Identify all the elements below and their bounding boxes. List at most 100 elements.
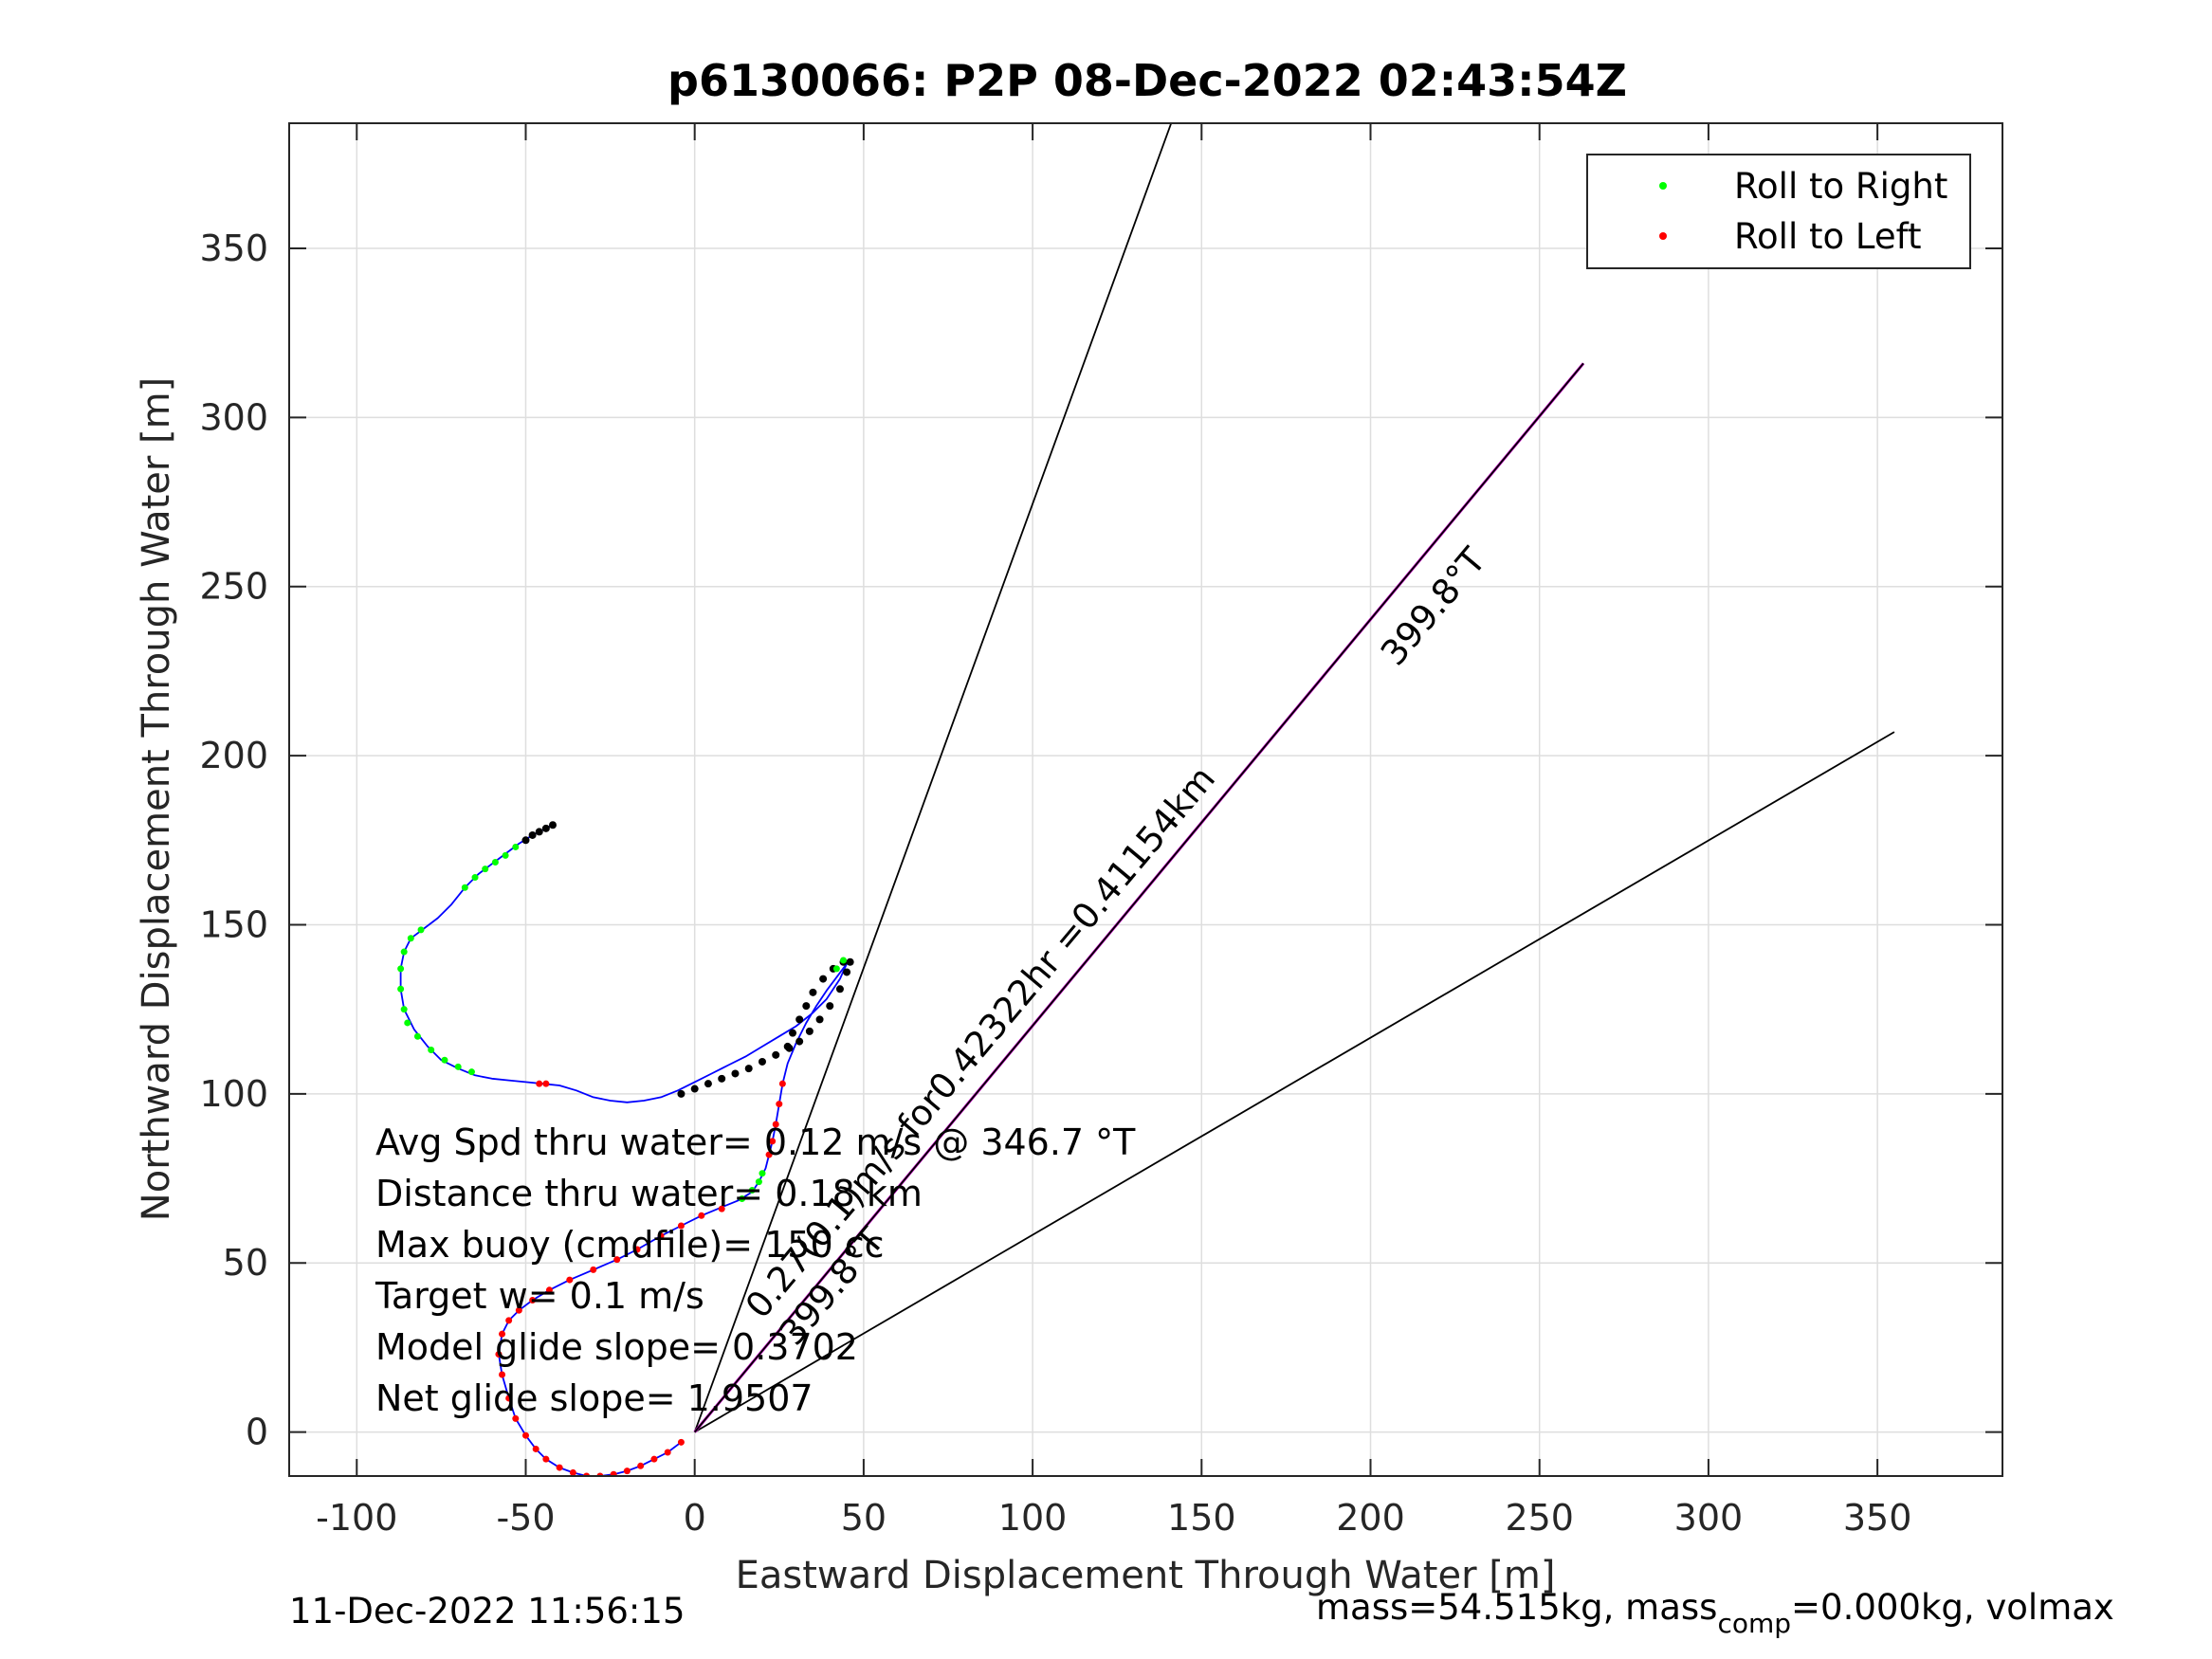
info-text-block: Avg Spd thru water= 0.12 m/s @ 346.7 °T … xyxy=(375,1121,1136,1419)
track-point xyxy=(826,1002,834,1011)
info-max-buoy: Max buoy (cmdfile)= 150 cc xyxy=(375,1224,885,1266)
roll-left-point xyxy=(505,1395,513,1402)
roll-left-point xyxy=(532,1445,539,1452)
track-point xyxy=(690,1085,699,1093)
x-tick-label: 350 xyxy=(1843,1497,1912,1539)
track-point xyxy=(815,1015,824,1024)
axis-ticks: -100 -50 0 50 100 150 200 250 300 350 0 50 100 150 200… xyxy=(199,123,2002,1539)
legend: Roll to Right Roll to Left xyxy=(1586,154,1971,269)
roll-left-point xyxy=(566,1276,574,1284)
x-tick-label: 200 xyxy=(1336,1497,1405,1539)
roll-left-point xyxy=(499,1330,506,1338)
roll-right-point xyxy=(454,1063,462,1070)
x-tick-label: 250 xyxy=(1505,1497,1574,1539)
roll-left-point xyxy=(569,1468,576,1476)
y-tick-label: 250 xyxy=(199,566,268,608)
y-tick-label: 200 xyxy=(199,735,268,776)
track-point xyxy=(677,1089,686,1098)
track-point xyxy=(802,1002,811,1011)
legend-roll-right-marker xyxy=(1659,182,1667,190)
track-point xyxy=(843,968,851,976)
roll-right-point xyxy=(512,843,520,850)
roll-left-point xyxy=(495,1351,503,1358)
track-point xyxy=(819,975,828,983)
roll-left-point xyxy=(677,1222,685,1230)
roll-right-point xyxy=(482,866,489,873)
track-point xyxy=(783,1042,792,1050)
roll-left-point xyxy=(545,1286,553,1294)
roll-left-point xyxy=(536,1080,543,1087)
x-tick-label: 300 xyxy=(1674,1497,1744,1539)
track-point xyxy=(789,1029,797,1037)
legend-roll-left-marker xyxy=(1659,232,1667,240)
info-avg-speed: Avg Spd thru water= 0.12 m/s @ 346.7 °T xyxy=(375,1121,1136,1163)
x-tick-label: 100 xyxy=(998,1497,1068,1539)
roll-right-point xyxy=(400,1006,408,1013)
track-point xyxy=(718,1074,726,1083)
roll-left-point xyxy=(772,1121,779,1128)
y-tick-label: 150 xyxy=(199,903,268,945)
track-point xyxy=(549,821,557,830)
roll-right-point xyxy=(502,851,509,859)
roll-left-point xyxy=(633,1246,641,1253)
roll-right-point xyxy=(832,965,840,973)
roll-right-point xyxy=(400,948,408,956)
roll-right-point xyxy=(755,1178,762,1186)
roll-left-point xyxy=(769,1138,777,1145)
x-axis-label: Eastward Displacement Through Water [m] xyxy=(736,1554,1556,1597)
plot-frame xyxy=(288,122,2003,1477)
roll-right-point xyxy=(748,1187,756,1194)
roll-left-point xyxy=(613,1256,621,1264)
y-tick-label: 350 xyxy=(199,228,268,269)
footer-mass-suffix: =0.000kg, volmax xyxy=(1791,1587,2114,1628)
roll-left-point xyxy=(610,1470,617,1476)
roll-left-point xyxy=(499,1371,506,1378)
roll-right-point xyxy=(461,884,468,891)
roll-left-point xyxy=(542,1455,550,1463)
roll-right-point xyxy=(471,874,479,882)
roll-left-point xyxy=(637,1462,645,1469)
y-tick-label: 0 xyxy=(246,1412,268,1453)
y-tick-label: 50 xyxy=(223,1242,268,1284)
x-tick-label: 150 xyxy=(1167,1497,1236,1539)
roll-left-point xyxy=(505,1317,513,1324)
y-axis-label: Northward Displacement Through Water [m] xyxy=(135,377,178,1221)
heading-line-1 xyxy=(694,731,1895,1433)
roll-left-point xyxy=(623,1468,631,1475)
roll-right-point xyxy=(491,858,499,866)
footer-mass-prefix: mass=54.515kg, mass xyxy=(1316,1587,1717,1628)
grid-lines xyxy=(289,123,2002,1476)
legend-roll-right-label: Roll to Right xyxy=(1734,166,1947,207)
roll-left-point xyxy=(650,1455,658,1463)
roll-left-point xyxy=(529,1296,537,1304)
track-point xyxy=(744,1065,753,1073)
roll-left-point xyxy=(512,1414,520,1422)
roll-right-point xyxy=(407,935,414,942)
heading-line-0 xyxy=(693,123,1173,1432)
roll-left-point xyxy=(778,1080,786,1087)
track-point xyxy=(835,985,844,994)
track-point xyxy=(535,828,543,836)
track-point xyxy=(758,1057,766,1066)
roll-left-point xyxy=(542,1080,550,1087)
roll-right-point xyxy=(413,1032,421,1040)
track-point xyxy=(541,824,550,832)
x-tick-label: 50 xyxy=(841,1497,887,1539)
roll-right-point xyxy=(739,1194,746,1202)
glider-track-line xyxy=(399,824,848,1476)
info-target-w: Target w= 0.1 m/s xyxy=(375,1275,704,1317)
legend-box xyxy=(1586,154,1971,269)
roll-right-point xyxy=(404,1019,411,1027)
roll-right-point xyxy=(467,1068,475,1076)
roll-left-point xyxy=(765,1151,773,1158)
roll-right-point xyxy=(417,926,425,934)
info-model-glide-slope: Model glide slope= 0.3702 xyxy=(375,1326,858,1368)
roll-right-point xyxy=(397,965,405,973)
track-point xyxy=(805,1027,814,1035)
roll-left-point xyxy=(677,1438,685,1446)
y-tick-label: 100 xyxy=(199,1073,268,1115)
track-point xyxy=(795,1015,804,1024)
track-point xyxy=(528,830,537,839)
